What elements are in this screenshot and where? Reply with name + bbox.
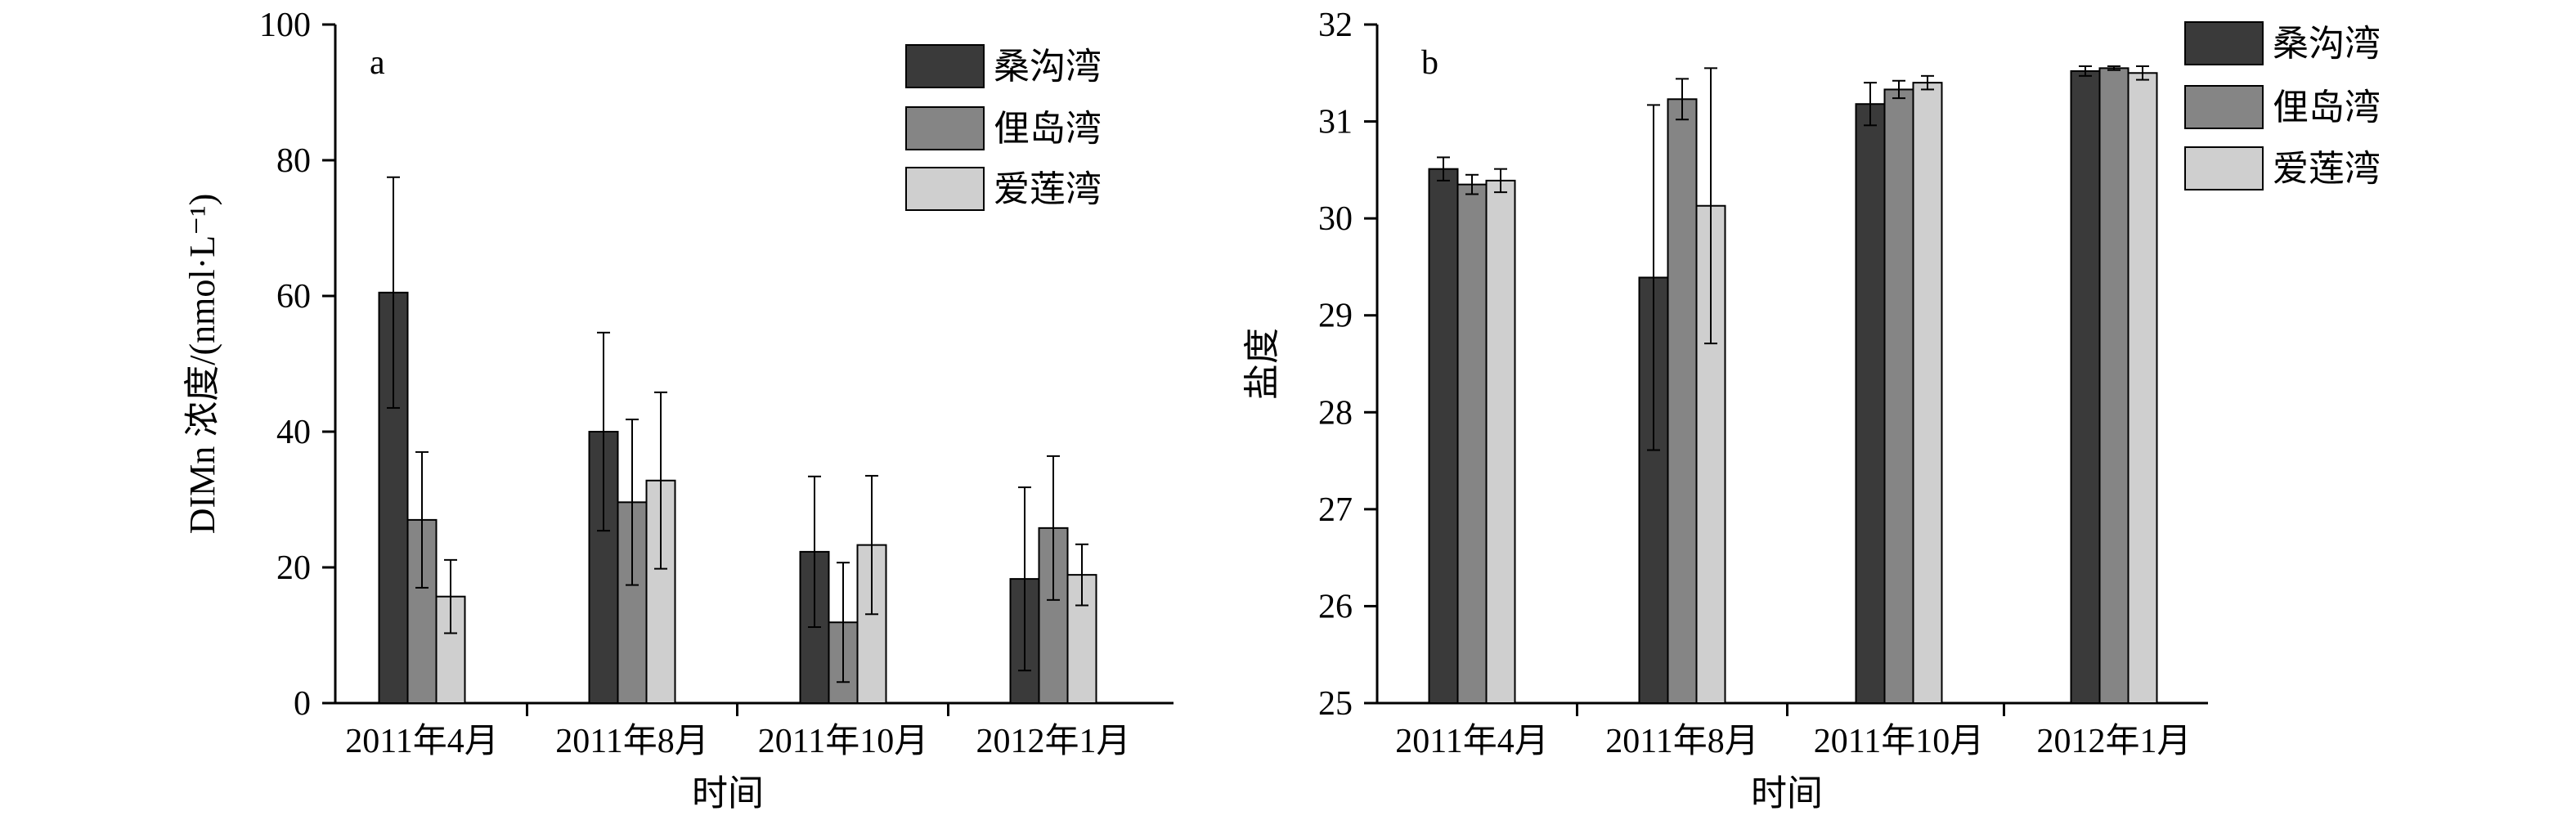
legend-label: 俚岛湾	[994, 109, 1102, 149]
legend-swatch	[905, 167, 985, 211]
bar	[856, 544, 887, 704]
bar	[2098, 67, 2129, 705]
bar	[1456, 183, 1488, 704]
y-tick-label: 20	[276, 549, 311, 587]
bar	[1855, 103, 1886, 704]
bar	[406, 518, 438, 705]
legend-label: 爱莲湾	[994, 169, 1102, 209]
panel-b-salinity-chart: 25 26 27 28 29 30 31 32 2011年4月 2011年8月 2011年10月 20…	[1242, 7, 2381, 813]
legend-swatch	[2184, 21, 2264, 65]
legend-swatch	[905, 106, 985, 150]
x-tick-label: 2012年1月	[2036, 722, 2191, 760]
bar	[2070, 69, 2101, 704]
x-axis-title: 时间	[692, 773, 764, 813]
bar	[2127, 72, 2158, 705]
legend-label: 桑沟湾	[994, 47, 1102, 87]
y-tick-label: 28	[1318, 394, 1353, 432]
y-tick-label: 32	[1318, 7, 1353, 44]
y-tick-label: 31	[1318, 104, 1353, 141]
y-tick-label: 29	[1318, 298, 1353, 335]
y-tick-label: 100	[259, 7, 311, 44]
x-tick-label: 2011年8月	[555, 722, 708, 760]
legend-label: 爱莲湾	[2273, 149, 2381, 189]
y-tick-label: 30	[1318, 200, 1353, 238]
x-tick-label: 2011年10月	[1814, 722, 1984, 760]
panel-a-dimn-chart: 0 20 40 60 80 100 2011年4月 2011年8月 2011年10月 2012年1…	[182, 7, 1174, 813]
y-tick-label: 60	[276, 278, 311, 316]
bar	[1485, 179, 1516, 704]
panel-letter: a	[370, 44, 385, 82]
y-tick-label: 40	[276, 414, 311, 451]
bar	[1883, 88, 1914, 704]
bar	[1667, 98, 1698, 705]
x-tick-label: 2011年4月	[1395, 722, 1548, 760]
x-tick-label: 2011年4月	[345, 722, 498, 760]
x-tick-label: 2011年10月	[758, 722, 928, 760]
y-axis-title: 盐度	[1242, 328, 1282, 400]
legend-label: 桑沟湾	[2273, 24, 2381, 64]
y-tick-label: 80	[276, 142, 311, 180]
x-tick-label: 2011年8月	[1605, 722, 1758, 760]
y-tick-label: 26	[1318, 588, 1353, 625]
y-axis-title: DIMn 浓度/(nmol·L⁻¹)	[182, 194, 222, 534]
legend-swatch	[2184, 146, 2264, 190]
x-tick-label: 2012年1月	[976, 722, 1130, 760]
y-tick-label: 0	[294, 685, 311, 723]
panel-letter: b	[1421, 44, 1438, 82]
legend-swatch	[2184, 85, 2264, 129]
y-tick-label: 25	[1318, 685, 1353, 723]
legend-label: 俚岛湾	[2273, 87, 2381, 128]
bar	[1428, 168, 1459, 704]
x-axis-title: 时间	[1751, 773, 1823, 813]
y-tick-label: 27	[1318, 491, 1353, 529]
bar	[1912, 82, 1943, 704]
legend-swatch	[905, 44, 985, 88]
